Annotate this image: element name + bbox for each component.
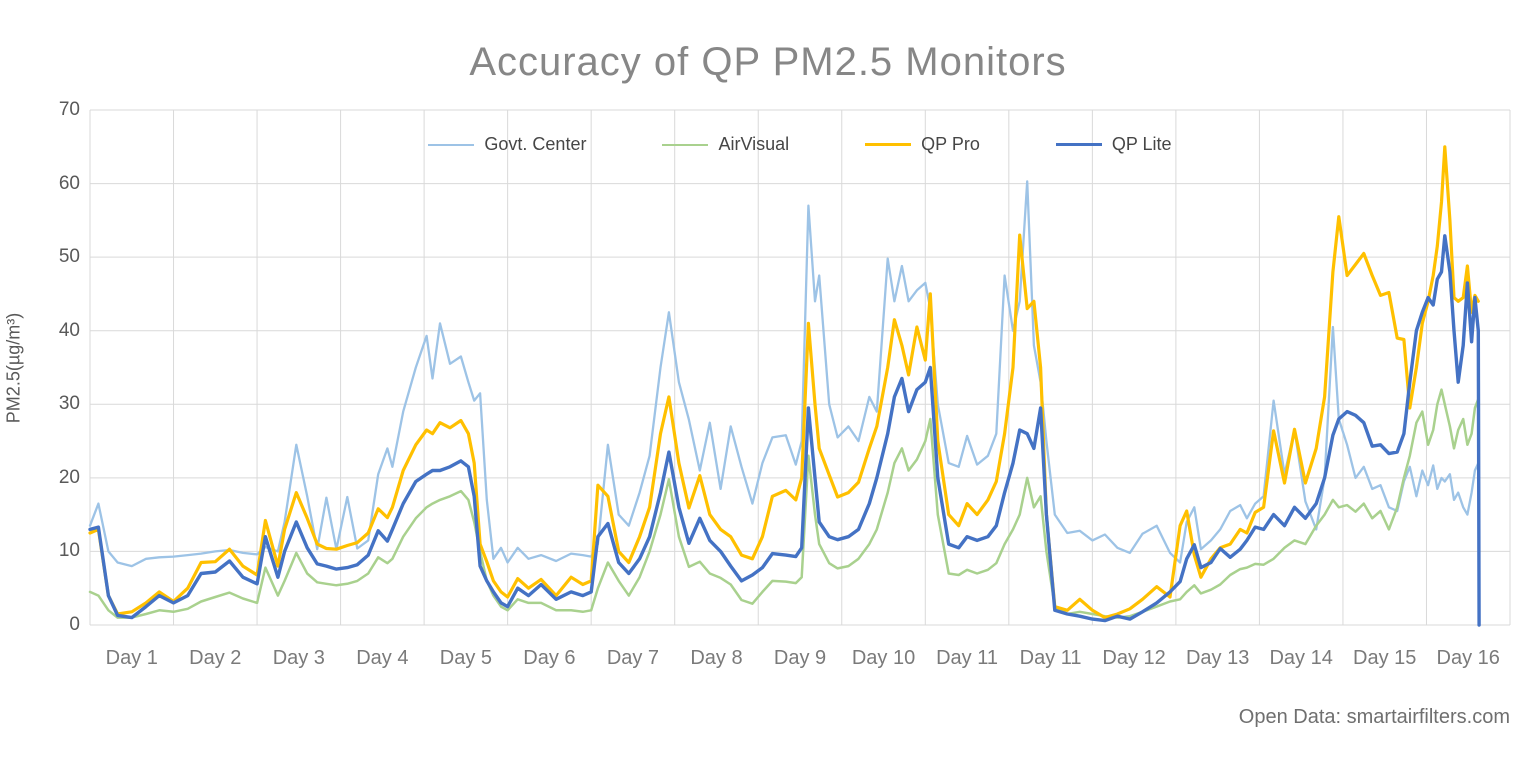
- x-tick-label: Day 4: [356, 647, 409, 669]
- source-note: Open Data: smartairfilters.com: [1238, 706, 1510, 728]
- legend-item-govt-center: Govt. Center: [428, 134, 586, 155]
- x-tick-label: Day 3: [272, 647, 325, 669]
- legend-item-qp-pro: QP Pro: [865, 134, 980, 155]
- x-tick-label: Day 11: [1019, 647, 1082, 669]
- x-tick-label: Day 6: [523, 647, 576, 669]
- x-tick-label: Day 16: [1436, 647, 1500, 669]
- x-tick-label: Day 10: [851, 647, 916, 669]
- legend-label: Govt. Center: [484, 134, 587, 154]
- x-tick-label: Day 2: [189, 647, 242, 669]
- x-tick-label: Day 7: [606, 647, 660, 669]
- y-tick-label: 0: [69, 614, 80, 635]
- legend-label: QP Lite: [1111, 134, 1172, 154]
- qp-lite-line-swatch-icon: [1055, 143, 1102, 146]
- x-tick-label: Day 5: [439, 647, 492, 669]
- legend-item-airvisual: AirVisual: [662, 134, 789, 155]
- x-tick-label: Day 9: [773, 647, 827, 669]
- y-tick-label: 50: [58, 246, 80, 268]
- legend: Govt. Center AirVisual QP Pro QP Lite: [90, 134, 1510, 155]
- x-tick-label: Day 13: [1185, 647, 1250, 669]
- series-line: [88, 388, 1480, 619]
- series-line: [88, 145, 1480, 620]
- govt-center-line-swatch-icon: [428, 143, 475, 146]
- x-tick-label: Day 1: [105, 647, 158, 669]
- legend-label: AirVisual: [718, 134, 790, 154]
- y-tick-label: 30: [58, 393, 80, 415]
- chart-title: Accuracy of QP PM2.5 Monitors: [469, 40, 1067, 84]
- legend-item-qp-lite: QP Lite: [1055, 134, 1172, 155]
- y-tick-label: 40: [58, 319, 80, 341]
- y-tick-label: 10: [58, 540, 80, 562]
- series-line: [88, 180, 1480, 568]
- x-tick-label: Day 11: [936, 647, 998, 669]
- x-tick-label: Day 12: [1102, 647, 1166, 669]
- qp-pro-line-swatch-icon: [865, 143, 912, 146]
- x-tick-label: Day 14: [1269, 647, 1333, 669]
- y-tick-label: 20: [58, 466, 80, 488]
- series-line: [88, 234, 1481, 627]
- x-tick-label: Day 8: [690, 647, 743, 669]
- legend-label: QP Pro: [921, 134, 980, 154]
- airvisual-line-swatch-icon: [662, 143, 709, 146]
- y-tick-label: 60: [58, 172, 80, 194]
- x-tick-label: Day 15: [1353, 647, 1417, 669]
- y-tick-label: 70: [58, 99, 80, 120]
